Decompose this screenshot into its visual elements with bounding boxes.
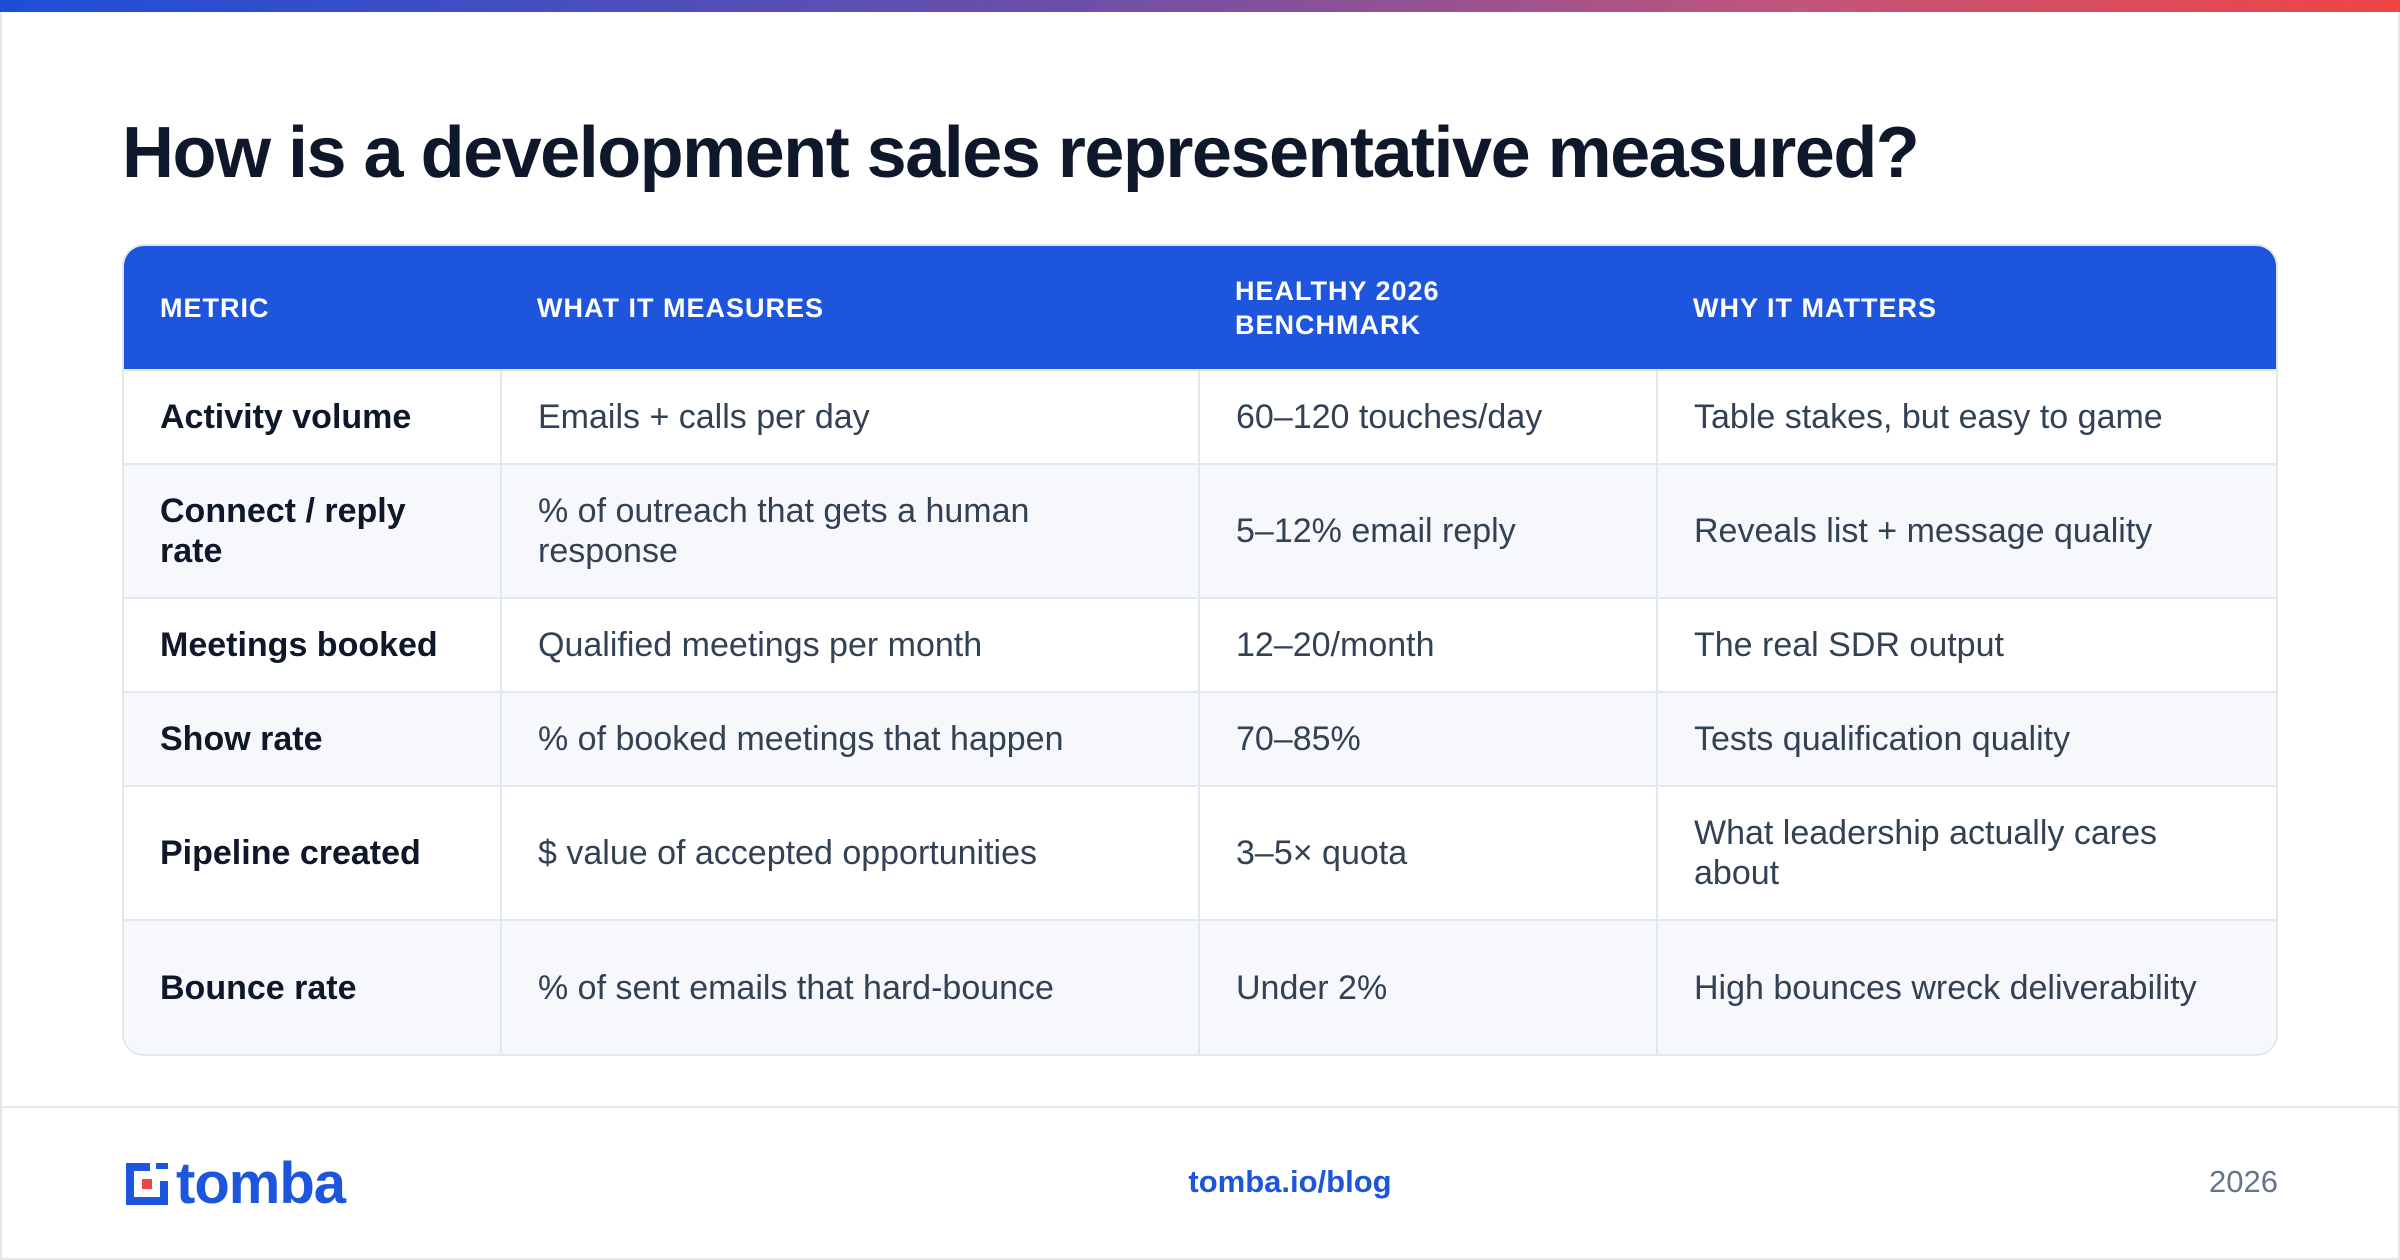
tomba-logo[interactable]: tomba	[122, 1151, 346, 1216]
cell-benchmark: 60–120 touches/day	[1198, 369, 1657, 464]
footer-divider	[2, 1106, 2398, 1108]
table-row: Connect / reply rate % of outreach that …	[124, 463, 2276, 598]
metrics-table-container: METRIC WHAT IT MEASURES HEALTHY 2026 BEN…	[122, 244, 2278, 1056]
cell-metric: Pipeline created	[124, 785, 501, 920]
header-benchmark: HEALTHY 2026 BENCHMARK	[1235, 275, 1440, 340]
table-row: Activity volume Emails + calls per day 6…	[124, 369, 2276, 464]
cell-why-it-matters: Tests qualification quality	[1656, 691, 2276, 786]
table-row: Show rate % of booked meetings that happ…	[124, 691, 2276, 786]
cell-benchmark: 70–85%	[1198, 691, 1657, 786]
cell-metric: Connect / reply rate	[124, 463, 501, 598]
metrics-table: METRIC WHAT IT MEASURES HEALTHY 2026 BEN…	[124, 246, 2276, 1054]
cell-metric: Show rate	[124, 691, 501, 786]
top-gradient-bar	[0, 0, 2400, 12]
cell-what-it-measures: % of sent emails that hard-bounce	[500, 919, 1199, 1054]
header-why-it-matters: WHY IT MATTERS	[1693, 292, 1937, 323]
footer-year: 2026	[2209, 1164, 2278, 1199]
header-metric: METRIC	[160, 292, 270, 323]
blog-link[interactable]: tomba.io/blog	[1188, 1164, 1392, 1199]
header-what-it-measures: WHAT IT MEASURES	[537, 292, 824, 323]
cell-what-it-measures: $ value of accepted opportunities	[500, 785, 1199, 920]
cell-why-it-matters: What leadership actually cares about	[1656, 785, 2276, 920]
cell-benchmark: 12–20/month	[1198, 597, 1657, 692]
table-row: Pipeline created $ value of accepted opp…	[124, 785, 2276, 920]
table-header-row: METRIC WHAT IT MEASURES HEALTHY 2026 BEN…	[124, 246, 2276, 370]
cell-benchmark: 3–5× quota	[1198, 785, 1657, 920]
cell-metric: Meetings booked	[124, 597, 501, 692]
cell-why-it-matters: High bounces wreck deliverability	[1656, 919, 2276, 1054]
cell-why-it-matters: The real SDR output	[1656, 597, 2276, 692]
cell-metric: Activity volume	[124, 369, 501, 464]
cell-benchmark: Under 2%	[1198, 919, 1657, 1054]
cell-benchmark: 5–12% email reply	[1198, 463, 1657, 598]
cell-what-it-measures: Qualified meetings per month	[500, 597, 1199, 692]
tomba-logo-mark-icon	[126, 1163, 168, 1205]
cell-metric: Bounce rate	[124, 919, 501, 1054]
cell-why-it-matters: Reveals list + message quality	[1656, 463, 2276, 598]
cell-why-it-matters: Table stakes, but easy to game	[1656, 369, 2276, 464]
page-title: How is a development sales representativ…	[122, 113, 1920, 193]
logo-wordmark: tomba	[176, 1151, 346, 1216]
cell-what-it-measures: % of outreach that gets a human response	[500, 463, 1199, 598]
table-row: Bounce rate % of sent emails that hard-b…	[124, 919, 2276, 1054]
cell-what-it-measures: Emails + calls per day	[500, 369, 1199, 464]
table-row: Meetings booked Qualified meetings per m…	[124, 597, 2276, 692]
cell-what-it-measures: % of booked meetings that happen	[500, 691, 1199, 786]
